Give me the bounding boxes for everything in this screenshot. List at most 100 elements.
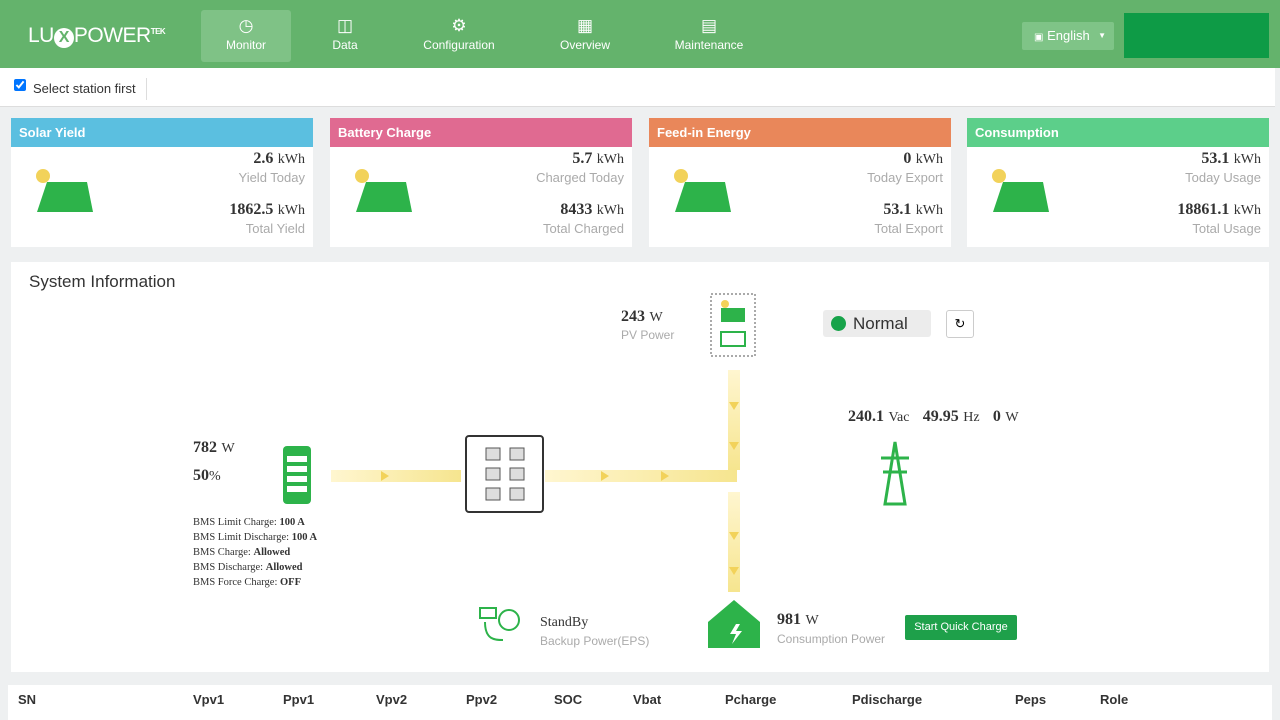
grid-frequency-unit: Hz	[963, 410, 980, 425]
card-label: Charged Today	[536, 170, 624, 185]
value: 18861.1	[1177, 201, 1230, 218]
bms-list: BMS Limit Charge: 100 A BMS Limit Dischar…	[193, 515, 317, 590]
card-icon	[985, 162, 1049, 218]
quick-charge-button[interactable]: Start Quick Charge	[905, 615, 1017, 640]
eps-label: Backup Power(EPS)	[540, 634, 650, 648]
card-label: Total Usage	[1192, 221, 1261, 236]
card-value: 18861.1 kWh	[1177, 201, 1261, 219]
grid-power-unit: W	[1005, 410, 1019, 425]
value: 53.1	[1201, 150, 1230, 167]
column-header: Pdischarge	[852, 692, 923, 707]
card-value: 1862.5 kWh	[229, 201, 305, 219]
language-select[interactable]: ▣ English ▼	[1022, 22, 1114, 50]
nav-label: Overview	[559, 38, 610, 52]
card-value: 0 kWh	[903, 150, 943, 168]
battery-soc: 50	[193, 467, 209, 484]
card-value: 2.6 kWh	[253, 150, 305, 168]
bms-value: Allowed	[253, 547, 291, 558]
bms-value: 100 A	[291, 532, 318, 543]
card-title: Feed-in Energy	[649, 118, 951, 147]
battery-power: 782	[193, 439, 217, 456]
nav-label: Data	[332, 38, 358, 52]
flow-diagram	[283, 293, 909, 648]
battery-soc-unit: %	[209, 469, 221, 484]
bms-row: BMS Charge: Allowed	[193, 545, 317, 560]
value: 8433	[560, 201, 593, 218]
user-block[interactable]	[1124, 13, 1269, 58]
card-label: Total Export	[874, 221, 943, 236]
consumption-info: 981 W Consumption Power	[777, 611, 885, 646]
table-header	[8, 685, 1272, 720]
pv-unit: W	[649, 310, 663, 325]
eps-info: StandBy Backup Power(EPS)	[540, 615, 649, 648]
value: 5.7	[572, 150, 593, 167]
unit: kWh	[277, 203, 305, 218]
card-label: Total Charged	[543, 221, 624, 236]
nav-item[interactable]: ◷ Monitor	[201, 10, 291, 62]
pv-value: 243	[621, 308, 645, 325]
grid-voltage: 240.1	[848, 408, 884, 425]
bms-label: BMS Charge:	[193, 547, 251, 558]
logo-sup: TEK	[150, 27, 166, 36]
battery-info: 782 W 50%	[193, 434, 235, 490]
nav-item[interactable]: ▦ Overview	[540, 10, 630, 62]
card-title: Battery Charge	[330, 118, 632, 147]
grid-voltage-unit: Vac	[888, 410, 910, 425]
station-select[interactable]	[146, 78, 427, 100]
eps-status: StandBy	[540, 615, 589, 630]
column-header: Role	[1100, 692, 1129, 707]
station-label: Select station first	[33, 81, 136, 96]
column-header: Vbat	[633, 692, 662, 707]
column-header: Vpv2	[376, 692, 408, 707]
bms-value: Allowed	[265, 562, 303, 573]
pv-label: PV Power	[621, 328, 675, 342]
nav-icon: ▦	[576, 16, 594, 35]
logo-text: POWER	[73, 24, 151, 47]
value: 2.6	[253, 150, 274, 167]
logo-text: LU	[28, 24, 54, 47]
battery-power-unit: W	[221, 441, 235, 456]
card-label: Yield Today	[238, 170, 306, 185]
nav-item[interactable]: ⚙ Configuration	[414, 10, 504, 62]
consumption-unit: W	[805, 613, 819, 628]
consumption-label: Consumption Power	[777, 632, 886, 646]
summary-card: Consumption 53.1 kWh Today Usage 18861.1 kW…	[967, 118, 1269, 247]
value: 1862.5	[229, 201, 274, 218]
status-text: Normal	[853, 314, 908, 333]
refresh-button[interactable]: ↻	[946, 310, 974, 338]
status-badge: Normal	[823, 310, 931, 337]
language-label: English	[1047, 28, 1090, 43]
value: 53.1	[883, 201, 912, 218]
bms-row: BMS Limit Charge: 100 A	[193, 515, 317, 530]
nav-icon: ▤	[700, 16, 718, 35]
nav-label: Maintenance	[674, 38, 744, 52]
logo: LU X POWERTEK	[28, 24, 166, 48]
grid-info: 240.1 Vac 49.95 Hz 0 W	[848, 408, 1019, 426]
station-bar: Select station first	[0, 68, 1275, 107]
column-header: Ppv1	[283, 692, 315, 707]
column-header: Peps	[1015, 692, 1047, 707]
bms-value: OFF	[280, 577, 302, 588]
station-checkbox[interactable]	[14, 79, 26, 91]
bms-label: BMS Force Charge:	[193, 577, 278, 588]
card-title: Solar Yield	[11, 118, 313, 147]
nav-item[interactable]: ▤ Maintenance	[664, 10, 754, 62]
card-icon	[29, 162, 93, 218]
bms-label: BMS Limit Discharge:	[193, 532, 290, 543]
unit: kWh	[277, 152, 305, 167]
unit: kWh	[596, 203, 624, 218]
card-label: Today Usage	[1185, 170, 1261, 185]
unit: kWh	[915, 152, 943, 167]
card-icon	[667, 162, 731, 218]
column-header: Ppv2	[466, 692, 498, 707]
consumption-value: 981	[777, 611, 801, 628]
nav-label: Monitor	[225, 38, 266, 52]
card-label: Today Export	[867, 170, 943, 185]
bms-row: BMS Force Charge: OFF	[193, 575, 317, 590]
nav-icon: ◷	[238, 16, 254, 35]
summary-card: Feed-in Energy 0 kWh Today Export 53.1 kWh T…	[649, 118, 951, 247]
unit: kWh	[1233, 152, 1261, 167]
card-icon	[348, 162, 412, 218]
bms-row: BMS Limit Discharge: 100 A	[193, 530, 317, 545]
nav-item[interactable]: ◫ Data	[300, 10, 390, 62]
